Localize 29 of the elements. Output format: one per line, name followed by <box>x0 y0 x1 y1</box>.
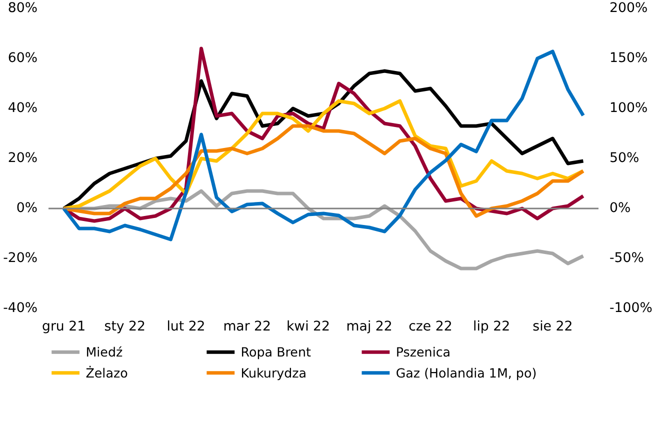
legend-label: Kukurydza <box>240 365 307 380</box>
x-tick-label: cze 22 <box>408 320 452 334</box>
x-tick-label: sie 22 <box>532 320 573 334</box>
y2-tick-label: 200% <box>610 1 648 16</box>
legend-label: Gaz (Holandia 1M, po) <box>396 365 537 380</box>
y2-tick-label: 150% <box>610 51 648 66</box>
x-tick-label: lut 22 <box>166 320 206 334</box>
y2-tick-label: 50% <box>610 151 640 166</box>
y-tick-label: 20% <box>8 151 38 166</box>
y-tick-label: -20% <box>3 251 38 266</box>
x-tick-label: maj 22 <box>346 320 392 334</box>
x-tick-label: kwi 22 <box>286 320 330 334</box>
y-tick-label: 40% <box>8 101 38 116</box>
x-tick-label: sty 22 <box>104 320 146 334</box>
y2-tick-label: -50% <box>610 251 644 266</box>
legend-label: Pszenica <box>396 344 451 360</box>
x-tick-label: gru 21 <box>42 320 86 334</box>
legend-label: Żelazo <box>86 365 128 380</box>
y-tick-label: 80% <box>8 1 38 16</box>
legend-label: Miedź <box>86 344 123 360</box>
x-tick-label: lip 22 <box>473 320 510 334</box>
y-tick-label: 0% <box>16 201 38 216</box>
y-tick-label: 60% <box>8 51 38 66</box>
y-tick-label: -40% <box>3 301 38 316</box>
y2-tick-label: -100% <box>610 301 652 316</box>
legend-label: Ropa Brent <box>240 344 311 360</box>
x-tick-label: mar 22 <box>223 320 272 334</box>
y2-tick-label: 0% <box>610 201 631 216</box>
y2-tick-label: 100% <box>610 101 648 116</box>
